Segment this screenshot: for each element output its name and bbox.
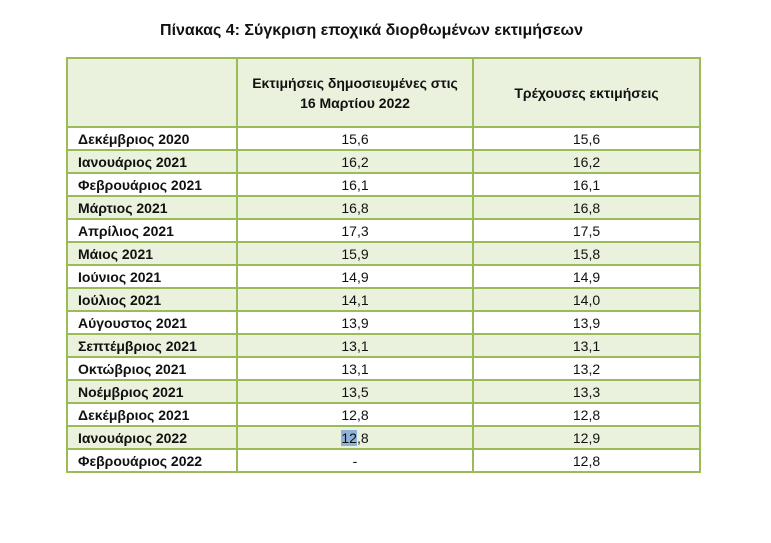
month-cell: Ιούλιος 2021 [66, 287, 238, 312]
month-cell: Ιανουάριος 2021 [66, 149, 238, 174]
header-published: Εκτιμήσεις δημοσιευμένες στις 16 Μαρτίου… [236, 57, 474, 128]
published-cell: 16,1 [236, 172, 474, 197]
table-row: Οκτώβριος 2021 13,1 13,2 [66, 356, 701, 381]
current-cell: 16,2 [472, 149, 701, 174]
table-row: Φεβρουάριος 2021 16,1 16,1 [66, 172, 701, 197]
published-cell: 13,1 [236, 356, 474, 381]
published-cell: 12,8 [236, 425, 474, 450]
current-cell: 13,2 [472, 356, 701, 381]
current-cell: 17,5 [472, 218, 701, 243]
table-row: Ιούνιος 2021 14,9 14,9 [66, 264, 701, 289]
table-row: Φεβρουάριος 2022-12,8 [66, 448, 701, 473]
published-cell: 16,2 [236, 149, 474, 174]
published-cell: 16,8 [236, 195, 474, 220]
month-cell: Ιούνιος 2021 [66, 264, 238, 289]
published-cell: 12,8 [236, 402, 474, 427]
table-row: Αύγουστος 2021 13,9 13,9 [66, 310, 701, 335]
published-cell: 13,1 [236, 333, 474, 358]
published-cell: 15,6 [236, 126, 474, 151]
month-cell: Νοέμβριος 2021 [66, 379, 238, 404]
table-header-row: Εκτιμήσεις δημοσιευμένες στις 16 Μαρτίου… [66, 57, 701, 128]
current-cell: 13,9 [472, 310, 701, 335]
current-cell: 12,8 [472, 402, 701, 427]
published-cell: 13,5 [236, 379, 474, 404]
current-cell: 16,8 [472, 195, 701, 220]
table-row: Μάρτιος 2021 16,8 16,8 [66, 195, 701, 220]
month-cell: Μάιος 2021 [66, 241, 238, 266]
current-cell: 16,1 [472, 172, 701, 197]
text-selection: 12 [341, 429, 357, 446]
month-cell: Δεκέμβριος 2021 [66, 402, 238, 427]
header-month [66, 57, 238, 128]
comparison-table: Εκτιμήσεις δημοσιευμένες στις 16 Μαρτίου… [66, 57, 701, 473]
current-cell: 14,9 [472, 264, 701, 289]
published-cell: 17,3 [236, 218, 474, 243]
current-cell: 14,0 [472, 287, 701, 312]
published-cell: 13,9 [236, 310, 474, 335]
table-row: Ιούλιος 2021 14,1 14,0 [66, 287, 701, 312]
published-cell: 15,9 [236, 241, 474, 266]
current-cell: 13,1 [472, 333, 701, 358]
current-cell: 15,6 [472, 126, 701, 151]
table-row: Δεκέμβριος 2020 15,6 15,6 [66, 126, 701, 151]
month-cell: Μάρτιος 2021 [66, 195, 238, 220]
month-cell: Οκτώβριος 2021 [66, 356, 238, 381]
current-cell: 15,8 [472, 241, 701, 266]
month-cell: Φεβρουάριος 2022 [66, 448, 238, 473]
table-row: Απρίλιος 2021 17,3 17,5 [66, 218, 701, 243]
month-cell: Σεπτέμβριος 2021 [66, 333, 238, 358]
month-cell: Ιανουάριος 2022 [66, 425, 238, 450]
table-row: Ιανουάριος 2021 16,2 16,2 [66, 149, 701, 174]
month-cell: Απρίλιος 2021 [66, 218, 238, 243]
current-cell: 12,9 [472, 425, 701, 450]
table-row: Σεπτέμβριος 2021 13,1 13,1 [66, 333, 701, 358]
month-cell: Αύγουστος 2021 [66, 310, 238, 335]
current-cell: 12,8 [472, 448, 701, 473]
month-cell: Φεβρουάριος 2021 [66, 172, 238, 197]
table-row: Ιανουάριος 2022 12,8 12,9 [66, 425, 701, 450]
month-cell: Δεκέμβριος 2020 [66, 126, 238, 151]
published-cell: 14,9 [236, 264, 474, 289]
current-cell: 13,3 [472, 379, 701, 404]
published-cell: 14,1 [236, 287, 474, 312]
header-current: Τρέχουσες εκτιμήσεις [472, 57, 701, 128]
table-body: Δεκέμβριος 2020 15,6 15,6 Ιανουάριος 2021 16… [66, 126, 701, 473]
table-row: Νοέμβριος 2021 13,5 13,3 [66, 379, 701, 404]
table-row: Δεκέμβριος 2021 12,8 12,8 [66, 402, 701, 427]
table-title: Πίνακας 4: Σύγκριση εποχικά διορθωμένων … [160, 22, 583, 39]
table-row: Μάιος 2021 15,9 15,8 [66, 241, 701, 266]
published-cell: - [236, 448, 474, 473]
